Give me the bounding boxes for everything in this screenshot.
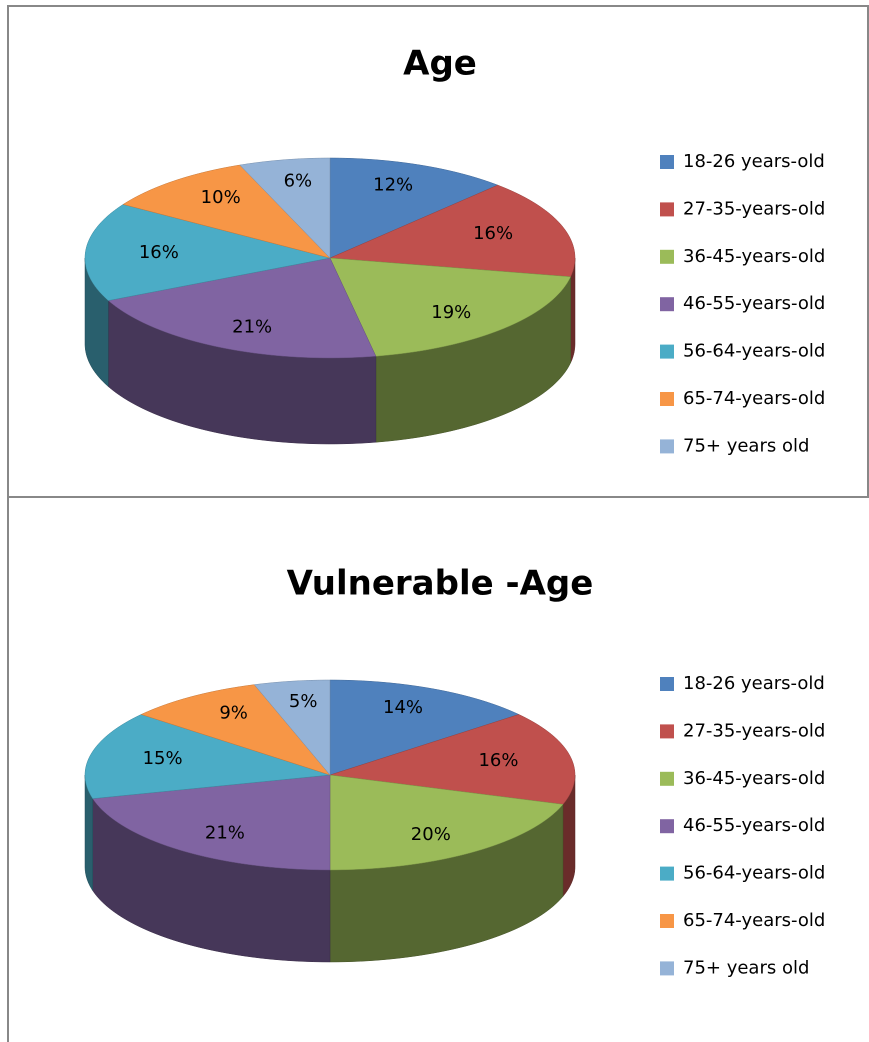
legend-swatch bbox=[660, 297, 674, 312]
legend-label: 18-26 years-old bbox=[683, 673, 825, 694]
slice bbox=[84, 204, 331, 301]
legend-swatch bbox=[660, 771, 674, 786]
slice bbox=[329, 714, 576, 805]
legend-swatch bbox=[660, 961, 674, 976]
slice bbox=[329, 184, 576, 278]
data-label: 20% bbox=[411, 824, 451, 845]
legend-label: 75+ years old bbox=[683, 435, 809, 456]
legend-swatch bbox=[660, 249, 674, 264]
slice bbox=[107, 257, 377, 359]
legend-swatch bbox=[660, 819, 674, 834]
legend-swatch bbox=[660, 392, 674, 406]
slice bbox=[92, 774, 331, 871]
data-label: 16% bbox=[139, 242, 179, 263]
legend-swatch bbox=[660, 724, 674, 739]
data-label: 15% bbox=[143, 748, 183, 769]
legend-swatch bbox=[660, 202, 674, 217]
data-label: 5% bbox=[289, 691, 318, 712]
chart-title: Age bbox=[403, 44, 477, 84]
legend-label: 65-74-years-old bbox=[683, 388, 825, 409]
data-label: 10% bbox=[201, 187, 241, 208]
legend-swatch bbox=[660, 677, 674, 691]
legend-label: 56-64-years-old bbox=[683, 341, 825, 362]
legend-label: 65-74-years-old bbox=[683, 910, 825, 931]
legend-label: 36-45-years-old bbox=[683, 768, 825, 789]
legend-label: 27-35-years-old bbox=[683, 720, 825, 741]
legend-label: 75+ years old bbox=[683, 957, 809, 978]
legend-label: 56-64-years-old bbox=[683, 863, 825, 884]
data-label: 9% bbox=[219, 703, 248, 724]
slice bbox=[239, 157, 331, 259]
data-label: 21% bbox=[205, 823, 245, 844]
legend-swatch bbox=[660, 439, 674, 454]
slice bbox=[253, 679, 331, 776]
slice bbox=[140, 684, 331, 776]
slice bbox=[329, 257, 572, 357]
legend-swatch bbox=[660, 344, 674, 359]
data-label: 12% bbox=[373, 174, 413, 195]
slice bbox=[329, 157, 499, 259]
legend-swatch bbox=[660, 914, 674, 928]
data-label: 19% bbox=[431, 302, 471, 323]
legend-label: 36-45-years-old bbox=[683, 246, 825, 267]
data-label: 14% bbox=[383, 697, 423, 718]
data-label: 16% bbox=[473, 223, 513, 244]
data-label: 6% bbox=[284, 170, 313, 191]
legend-label: 46-55-years-old bbox=[683, 815, 825, 836]
legend-label: 46-55-years-old bbox=[683, 293, 825, 314]
legend-swatch bbox=[660, 866, 674, 881]
legend-label: 18-26 years-old bbox=[683, 151, 825, 172]
data-label: 16% bbox=[478, 750, 518, 771]
legend-swatch bbox=[660, 155, 674, 169]
slice bbox=[122, 164, 331, 259]
legend-label: 27-35-years-old bbox=[683, 198, 825, 219]
chart-title: Vulnerable -Age bbox=[287, 564, 594, 604]
data-label: 21% bbox=[232, 316, 272, 337]
slice bbox=[84, 714, 331, 799]
slice bbox=[329, 774, 564, 871]
slice bbox=[329, 679, 520, 776]
